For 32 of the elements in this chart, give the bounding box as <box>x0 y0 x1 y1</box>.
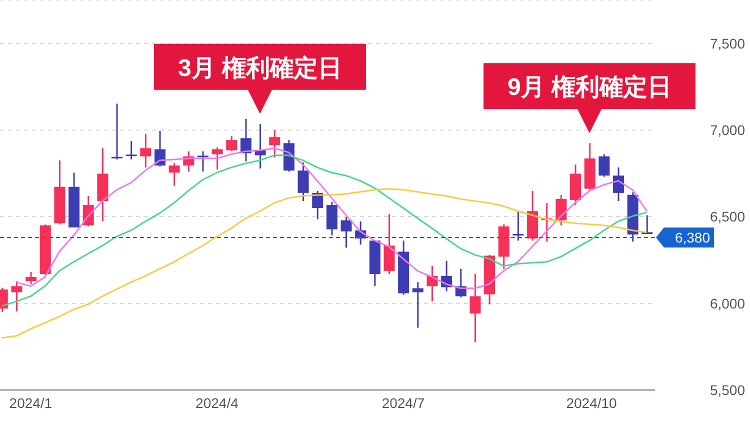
candlestick <box>254 123 266 170</box>
x-tick-label: 2024/7 <box>382 394 425 411</box>
candlestick <box>556 194 567 226</box>
x-tick-label: 2024/4 <box>196 394 239 411</box>
y-tick-label: 7,000 <box>710 122 746 138</box>
candlestick <box>154 130 166 168</box>
y-tick-label: 6,500 <box>710 208 746 225</box>
candlestick <box>612 166 624 202</box>
y-tick-label: 5,500 <box>710 382 746 398</box>
candlestick <box>26 271 37 285</box>
candlestick <box>140 133 152 168</box>
candlestick <box>598 154 610 178</box>
candlestick <box>512 210 524 242</box>
x-tick-label: 2024/1 <box>9 394 52 411</box>
candlestick <box>269 129 280 158</box>
x-tick-label: 2024/10 <box>566 394 618 411</box>
candlestick <box>226 135 238 152</box>
candlestick <box>168 162 180 187</box>
ref-line-label: 6,380 <box>674 229 710 246</box>
candlestick <box>312 190 324 220</box>
candlestick <box>112 102 123 160</box>
annotation: 9月 権利確定日 <box>507 74 672 102</box>
y-tick-label: 7,500 <box>710 35 746 52</box>
candlestick <box>126 140 137 160</box>
annotation: 3月 権利確定日 <box>178 54 342 82</box>
candlestick <box>340 216 352 248</box>
y-tick-label: 6,000 <box>710 295 746 312</box>
candlestick <box>470 273 481 343</box>
candlestick <box>212 146 223 170</box>
candlestick <box>197 150 208 172</box>
candlestick <box>298 162 309 202</box>
candlestick <box>11 280 22 312</box>
